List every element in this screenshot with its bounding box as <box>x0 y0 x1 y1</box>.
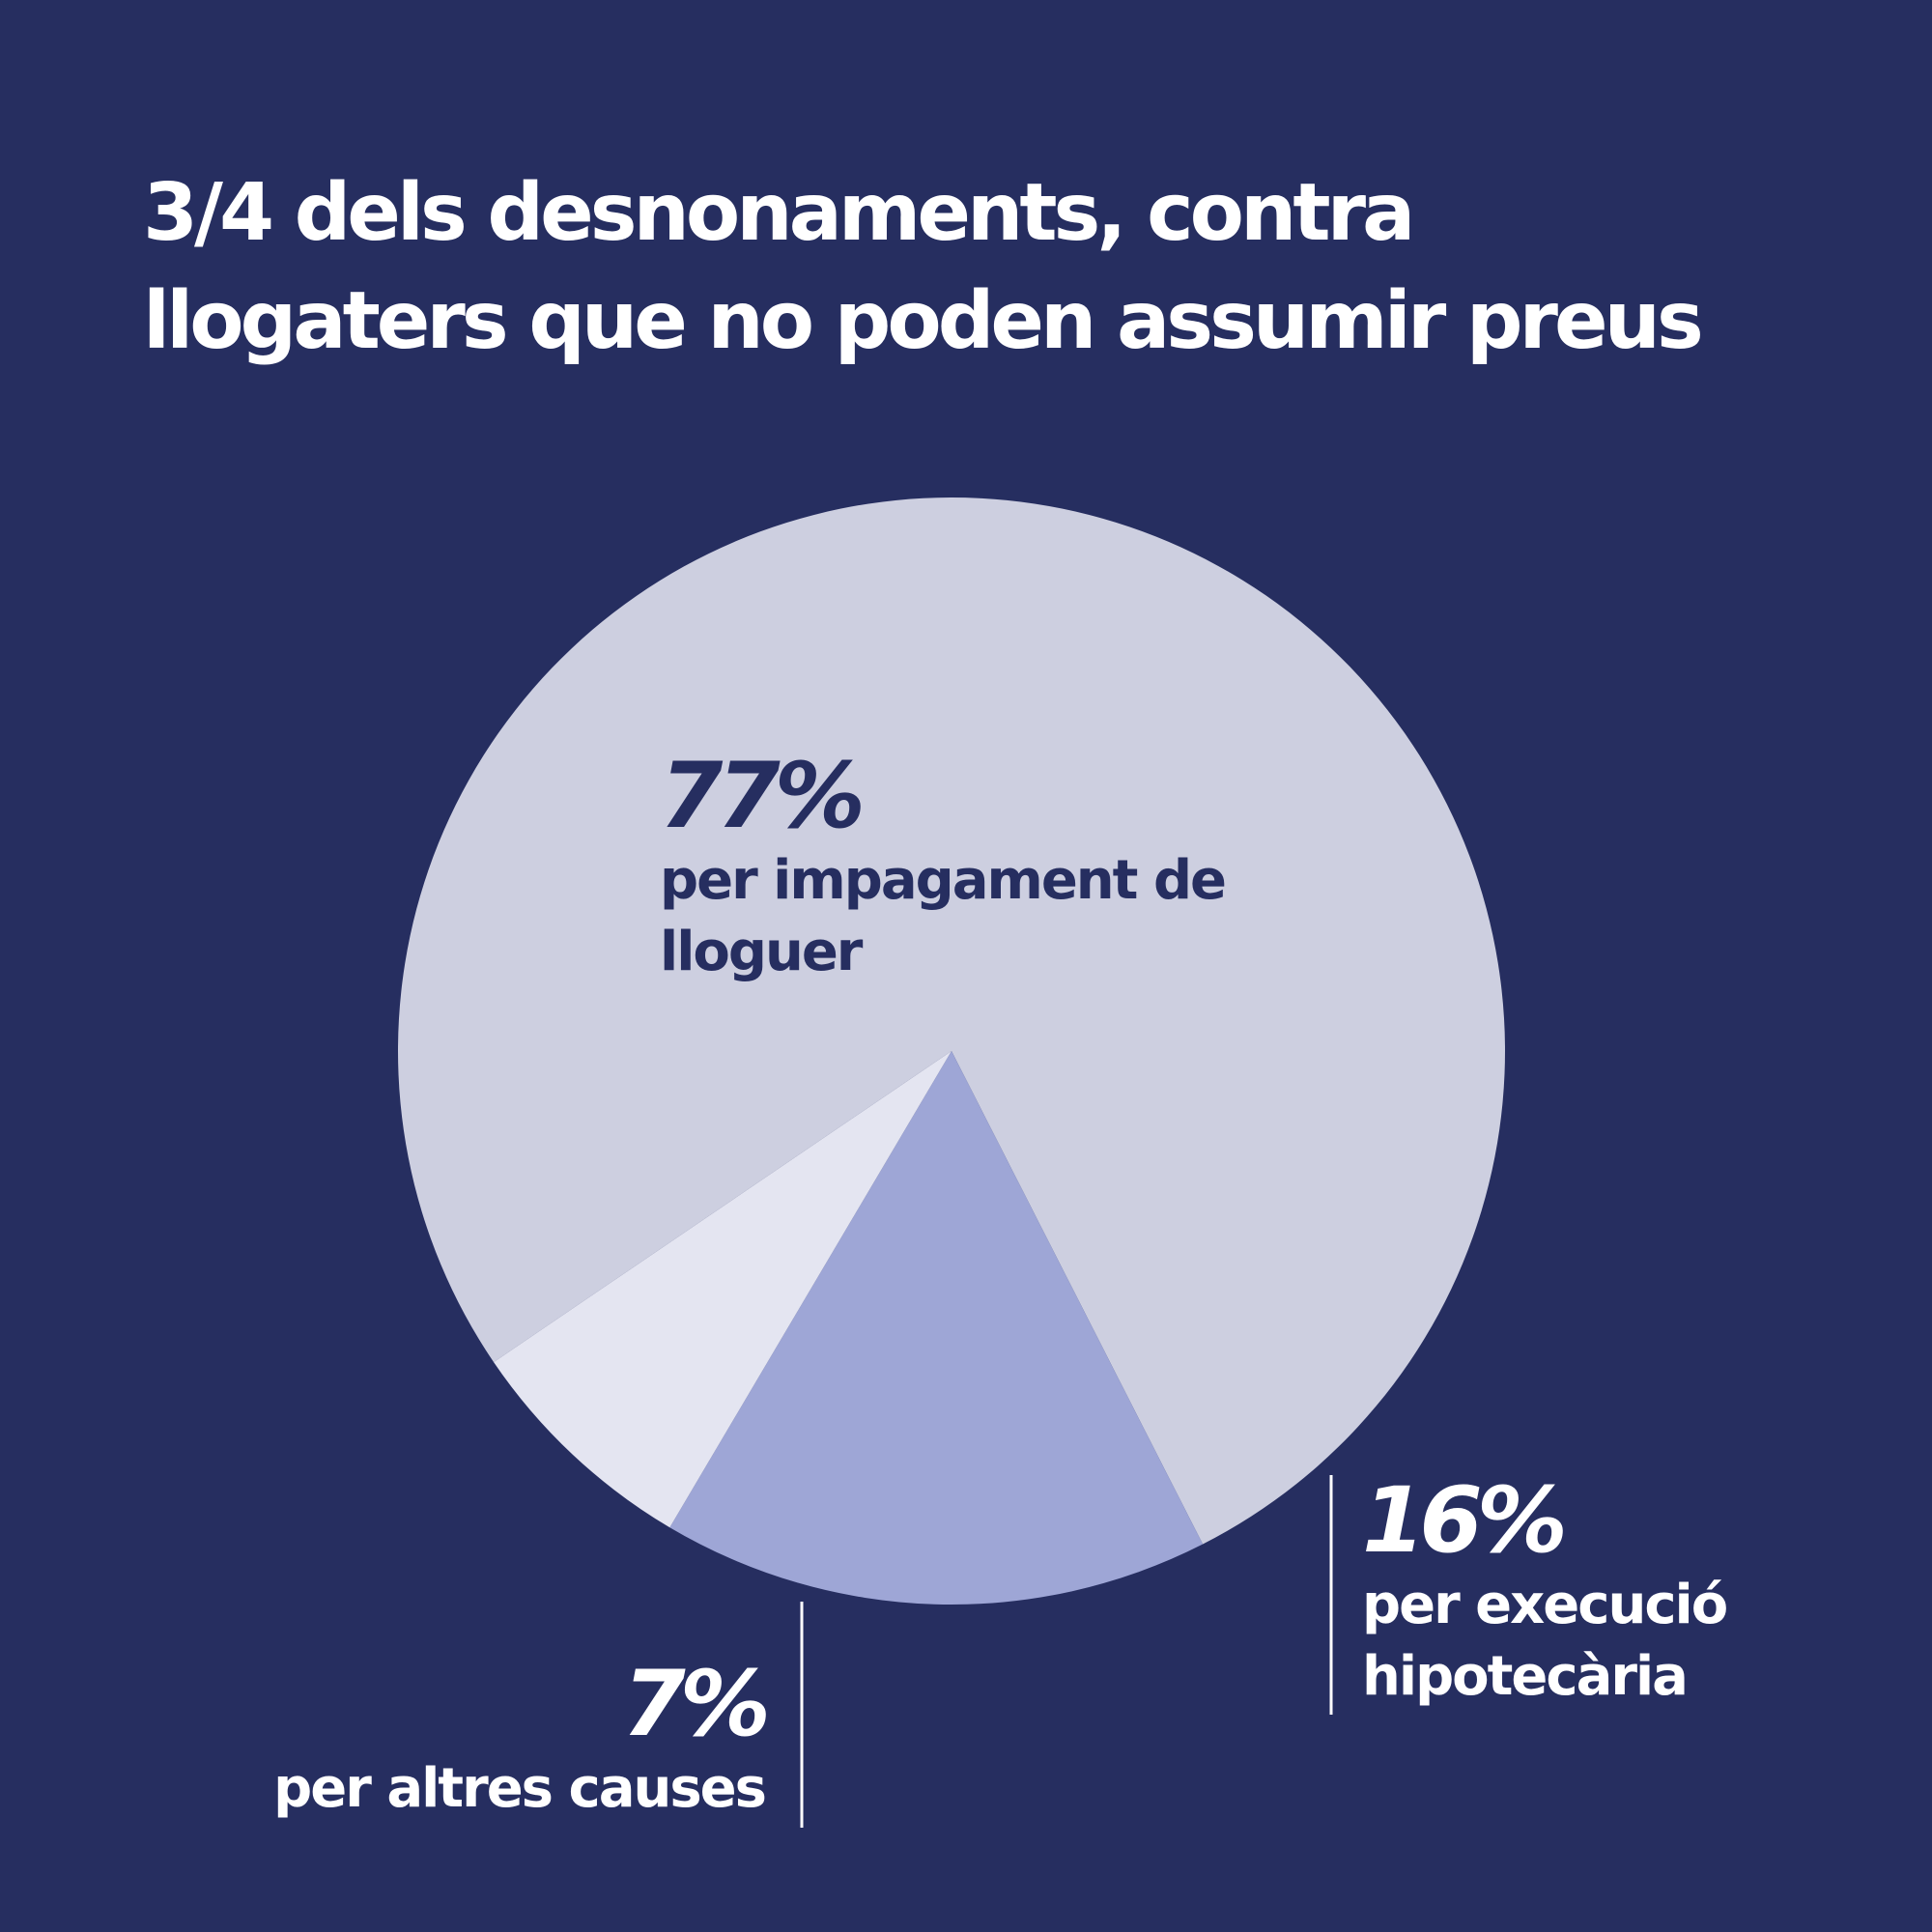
slice-label-execucio: 16% per execució hipotecària <box>1362 1468 1728 1713</box>
description-execucio-line-1: per execució <box>1362 1574 1728 1636</box>
title-line-1: 3/4 dels desnonaments, contra <box>143 167 1415 259</box>
percent-label-altres: 7% <box>622 1652 771 1757</box>
slice-label-impagament: 77% per impagament de lloguer <box>660 744 1227 988</box>
slice-label-altres: 7% per altres causes <box>273 1652 771 1825</box>
description-altres: per altres causes <box>273 1757 767 1820</box>
description-impagament: per impagament de lloguer <box>660 845 1227 988</box>
description-execucio-line-2: hipotecària <box>1362 1645 1689 1708</box>
percent-label-execucio: 16% <box>1362 1468 1568 1574</box>
chart-title: 3/4 dels desnonaments, contra llogaters … <box>143 159 1882 376</box>
percent-label-impagament: 77% <box>660 744 866 849</box>
title-line-2: llogaters que no poden assumir preus <box>143 275 1704 367</box>
pie-slice-execucio <box>669 1051 1204 1605</box>
description-execucio: per execució hipotecària <box>1362 1570 1728 1713</box>
pie-slice-impagament <box>398 497 1506 1545</box>
pie-slice-altres <box>494 1051 952 1528</box>
description-impagament-line-2: lloguer <box>660 921 863 983</box>
description-impagament-line-1: per impagament de <box>660 849 1227 912</box>
pie-slices <box>398 497 1506 1605</box>
